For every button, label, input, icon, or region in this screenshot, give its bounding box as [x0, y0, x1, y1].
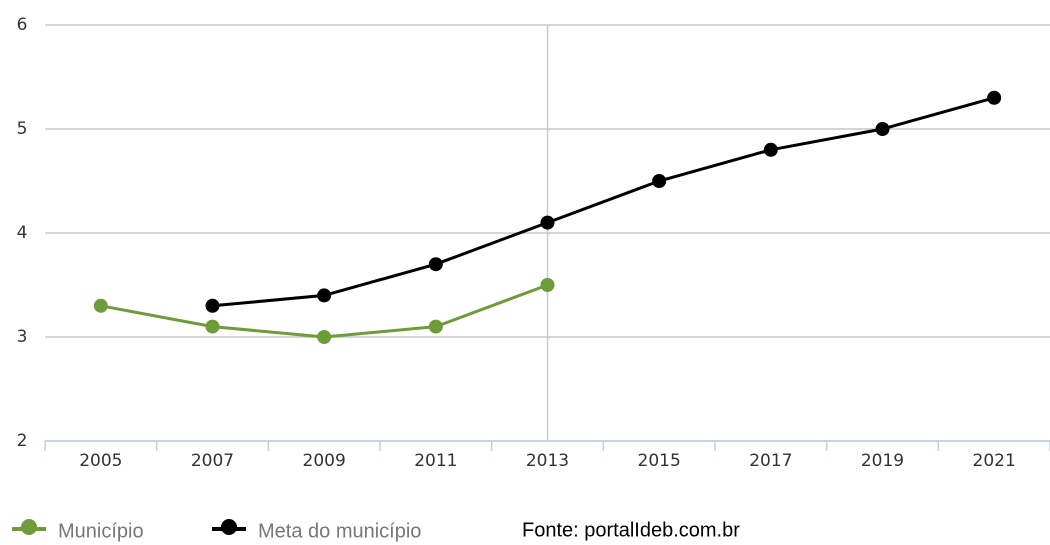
legend-swatch — [221, 519, 237, 535]
data-point — [428, 319, 443, 334]
series-line — [212, 96, 995, 308]
data-point — [317, 288, 332, 303]
y-tick-label: 5 — [17, 119, 28, 139]
x-tick-label: 2011 — [414, 451, 457, 471]
data-point — [875, 122, 890, 136]
data-point — [93, 298, 108, 313]
x-tick-label: 2007 — [191, 451, 234, 471]
data-point — [317, 330, 332, 344]
legend-swatch — [21, 519, 37, 535]
data-point — [652, 174, 667, 188]
x-tick-label: 2009 — [303, 451, 346, 471]
data-point — [540, 278, 555, 292]
data-point — [205, 298, 220, 313]
y-tick-label: 6 — [17, 15, 28, 35]
source: Fonte: portalIdeb.com.br — [522, 519, 740, 541]
x-tick-label: 2021 — [973, 451, 1016, 471]
data-point — [763, 142, 778, 157]
y-tick-label: 4 — [17, 223, 28, 243]
x-tick-label: 2015 — [638, 451, 681, 471]
y-tick-label: 3 — [17, 327, 28, 347]
data-point — [987, 90, 1002, 105]
x-tick-label: 2013 — [526, 451, 569, 471]
data-point — [205, 319, 220, 334]
data-point — [428, 257, 443, 272]
legend-label: Município — [58, 520, 144, 542]
y-tick-label: 2 — [17, 431, 28, 451]
x-tick-label: 2017 — [749, 451, 792, 471]
x-tick-label: 2005 — [79, 451, 122, 471]
legend-label: Meta do município — [258, 520, 421, 542]
x-tick-label: 2019 — [861, 451, 904, 471]
data-point — [540, 215, 555, 230]
